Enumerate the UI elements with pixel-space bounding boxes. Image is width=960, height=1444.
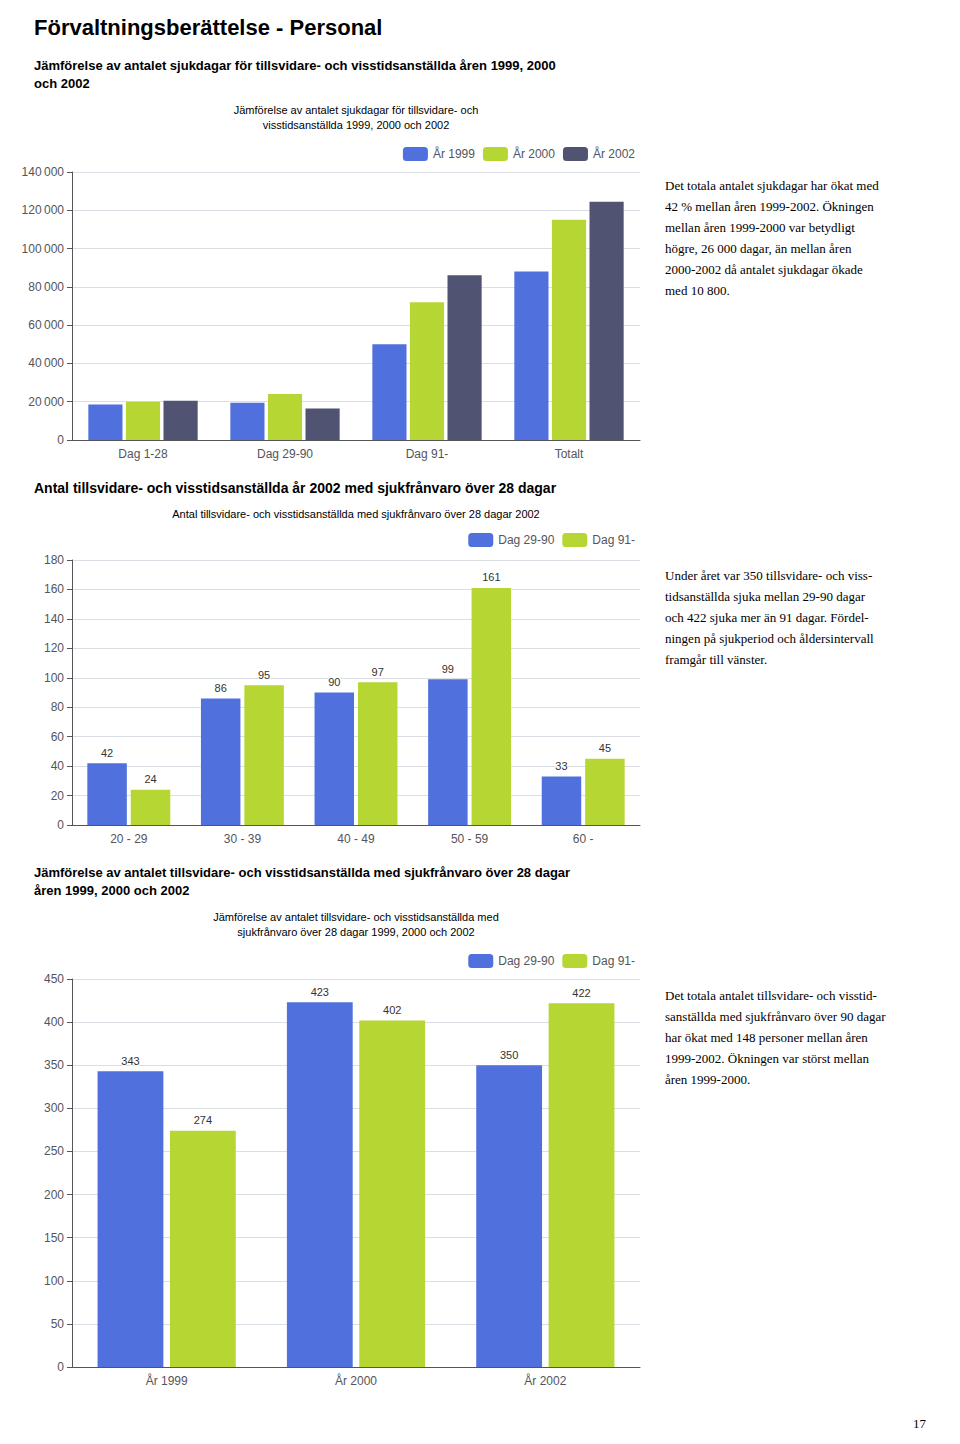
svg-text:0: 0 <box>57 1360 64 1374</box>
svg-text:86: 86 <box>215 682 227 694</box>
svg-text:och 2002: och 2002 <box>34 76 90 91</box>
svg-text:Antal tillsvidare- och visstid: Antal tillsvidare- och visstidsanställda… <box>172 508 539 520</box>
svg-text:120: 120 <box>44 641 64 655</box>
svg-text:År 2000: År 2000 <box>513 146 555 161</box>
svg-text:50 - 59: 50 - 59 <box>451 832 489 846</box>
svg-text:Dag 29-90: Dag 29-90 <box>257 447 313 461</box>
svg-text:visstidsanställda 1999, 2000 o: visstidsanställda 1999, 2000 och 2002 <box>263 119 450 131</box>
svg-text:150: 150 <box>44 1231 64 1245</box>
svg-text:0: 0 <box>57 818 64 832</box>
svg-text:med 10 800.: med 10 800. <box>665 283 730 298</box>
svg-text:Dag 91-: Dag 91- <box>592 533 635 547</box>
svg-text:42 % mellan åren 1999-2002. Ök: 42 % mellan åren 1999-2002. Ökningen <box>665 199 874 214</box>
svg-text:100: 100 <box>44 671 64 685</box>
svg-text:97: 97 <box>372 666 384 678</box>
svg-text:Förvaltningsberättelse - Perso: Förvaltningsberättelse - Personal <box>34 15 382 40</box>
svg-text:Under året var 350 tillsvidare: Under året var 350 tillsvidare- och viss… <box>665 568 872 583</box>
svg-text:Jämförelse av antalet tillsvid: Jämförelse av antalet tillsvidare- och v… <box>34 865 570 880</box>
svg-text:60 000: 60 000 <box>28 318 64 332</box>
svg-text:120 000: 120 000 <box>22 203 65 217</box>
svg-text:30 - 39: 30 - 39 <box>224 832 262 846</box>
svg-text:400: 400 <box>44 1015 64 1029</box>
svg-text:160: 160 <box>44 582 64 596</box>
svg-text:99: 99 <box>442 663 454 675</box>
svg-text:24: 24 <box>144 773 156 785</box>
svg-text:mellan åren 1999-2000 var bety: mellan åren 1999-2000 var betydligt <box>665 220 855 235</box>
svg-text:Det totala antalet tillsvidare: Det totala antalet tillsvidare- och viss… <box>665 988 877 1003</box>
svg-text:423: 423 <box>311 986 329 998</box>
svg-text:Jämförelse av antalet sjukdaga: Jämförelse av antalet sjukdagar för till… <box>234 104 479 116</box>
svg-text:300: 300 <box>44 1101 64 1115</box>
svg-text:274: 274 <box>194 1114 212 1126</box>
svg-text:År 1999: År 1999 <box>146 1373 188 1388</box>
svg-text:140: 140 <box>44 612 64 626</box>
svg-text:År 1999: År 1999 <box>433 146 475 161</box>
svg-text:ningen på sjukperiod och ålder: ningen på sjukperiod och åldersintervall <box>665 631 874 646</box>
svg-text:402: 402 <box>383 1004 401 1016</box>
svg-text:140 000: 140 000 <box>22 165 65 179</box>
svg-text:20 - 29: 20 - 29 <box>110 832 148 846</box>
svg-text:Jämförelse av antalet sjukdaga: Jämförelse av antalet sjukdagar för till… <box>34 58 556 73</box>
svg-text:Dag 1-28: Dag 1-28 <box>118 447 168 461</box>
svg-text:80 000: 80 000 <box>28 280 64 294</box>
svg-text:33: 33 <box>555 760 567 772</box>
svg-text:Dag 91-: Dag 91- <box>406 447 449 461</box>
svg-text:Jämförelse av antalet tillsvid: Jämförelse av antalet tillsvidare- och v… <box>213 911 499 923</box>
svg-text:Dag 91-: Dag 91- <box>592 954 635 968</box>
svg-text:åren 1999-2000.: åren 1999-2000. <box>665 1072 750 1087</box>
svg-text:343: 343 <box>121 1055 139 1067</box>
svg-text:2000-2002 då antalet sjukdagar: 2000-2002 då antalet sjukdagar ökade <box>665 262 863 277</box>
svg-text:17: 17 <box>913 1416 927 1431</box>
svg-text:422: 422 <box>572 987 590 999</box>
svg-text:högre, 26 000 dagar, än mellan: högre, 26 000 dagar, än mellan åren <box>665 241 852 256</box>
svg-text:sanställda med sjukfrånvaro öv: sanställda med sjukfrånvaro över 90 daga… <box>665 1009 886 1024</box>
svg-text:45: 45 <box>599 742 611 754</box>
svg-text:har ökat med 148 personer mell: har ökat med 148 personer mellan åren <box>665 1030 868 1045</box>
svg-text:60: 60 <box>51 730 65 744</box>
svg-text:450: 450 <box>44 972 64 986</box>
svg-text:100 000: 100 000 <box>22 242 65 256</box>
svg-text:80: 80 <box>51 700 65 714</box>
svg-text:40 000: 40 000 <box>28 356 64 370</box>
svg-text:1999-2002. Ökningen var störst: 1999-2002. Ökningen var störst mellan <box>665 1051 869 1066</box>
svg-text:tidsanställda sjuka mellan 29-: tidsanställda sjuka mellan 29-90 dagar <box>665 589 866 604</box>
svg-text:Det totala antalet sjukdagar h: Det totala antalet sjukdagar har ökat me… <box>665 178 879 193</box>
svg-text:50: 50 <box>51 1317 65 1331</box>
svg-text:350: 350 <box>500 1049 518 1061</box>
svg-text:350: 350 <box>44 1058 64 1072</box>
svg-text:42: 42 <box>101 747 113 759</box>
svg-text:Totalt: Totalt <box>555 447 584 461</box>
svg-text:År 2002: År 2002 <box>524 1373 566 1388</box>
svg-text:250: 250 <box>44 1144 64 1158</box>
svg-text:60 -: 60 - <box>573 832 594 846</box>
svg-text:20: 20 <box>51 789 65 803</box>
svg-text:20 000: 20 000 <box>28 395 64 409</box>
svg-text:framgår till vänster.: framgår till vänster. <box>665 652 767 667</box>
svg-text:0: 0 <box>57 433 64 447</box>
svg-text:sjukfrånvaro över 28 dagar 199: sjukfrånvaro över 28 dagar 1999, 2000 oc… <box>237 926 474 938</box>
svg-text:40 - 49: 40 - 49 <box>337 832 375 846</box>
svg-text:100: 100 <box>44 1274 64 1288</box>
svg-text:Dag 29-90: Dag 29-90 <box>498 533 554 547</box>
svg-text:År 2000: År 2000 <box>335 1373 377 1388</box>
svg-text:95: 95 <box>258 669 270 681</box>
svg-text:och 422 sjuka mer än 91 dagar.: och 422 sjuka mer än 91 dagar. Fördel- <box>665 610 869 625</box>
svg-text:Antal tillsvidare- och visstid: Antal tillsvidare- och visstidsanställda… <box>34 480 557 496</box>
svg-text:200: 200 <box>44 1188 64 1202</box>
svg-text:180: 180 <box>44 553 64 567</box>
svg-text:90: 90 <box>328 676 340 688</box>
svg-text:År 2002: År 2002 <box>593 146 635 161</box>
svg-text:161: 161 <box>482 571 500 583</box>
svg-text:Dag 29-90: Dag 29-90 <box>498 954 554 968</box>
svg-text:åren 1999, 2000 och 2002: åren 1999, 2000 och 2002 <box>34 883 189 898</box>
svg-text:40: 40 <box>51 759 65 773</box>
